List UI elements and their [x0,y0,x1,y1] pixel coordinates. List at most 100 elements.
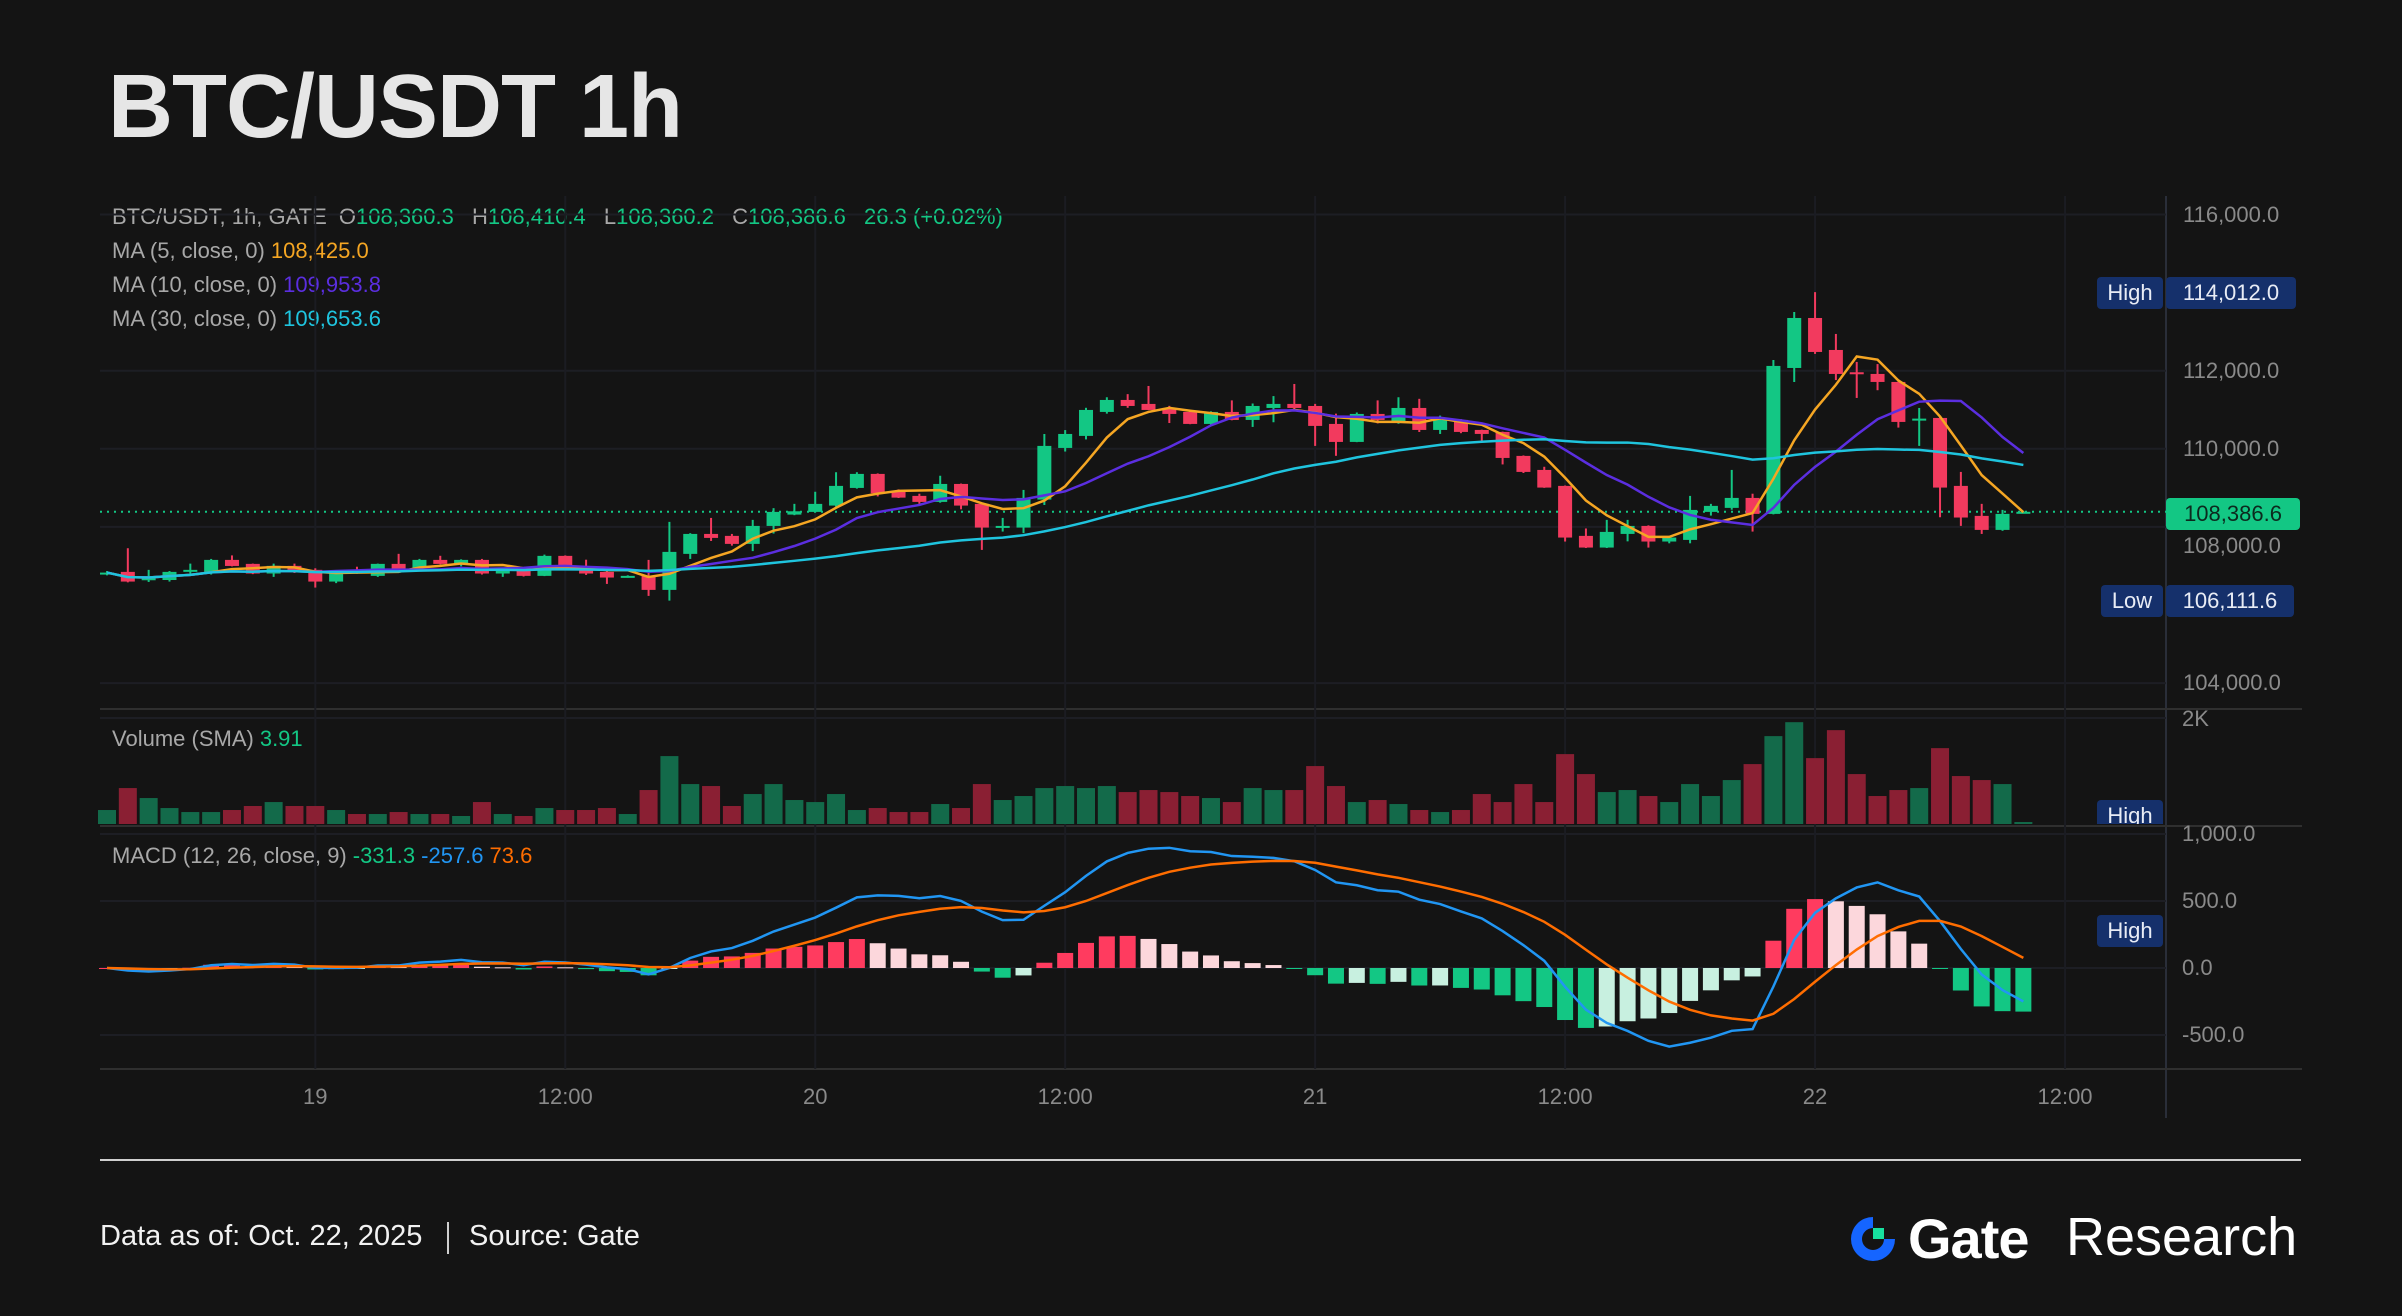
macd-histogram-bar [536,966,553,968]
candle-body [308,569,323,582]
macd-tick-label: 0.0 [2182,955,2213,980]
candle-body [1099,399,1114,412]
macd-histogram-bar [848,939,865,968]
candle-body [1745,497,1760,514]
macd-histogram-bar [723,956,740,968]
macd-hist-value: -331.3 [352,843,416,868]
volume-bar [1597,792,1616,824]
macd-histogram-bar [1223,961,1240,968]
macd-histogram-bar [1057,952,1074,968]
volume-bar [722,806,741,824]
candle-body [391,563,406,570]
volume-bar [1410,810,1429,824]
candle-body [1766,365,1781,514]
macd-histogram-bar [1494,968,1511,996]
footer-separator [447,1222,449,1254]
volume-bar [1222,802,1241,824]
candle-body [808,503,823,512]
volume-bar [910,812,929,824]
candle-body [724,535,739,544]
ma5-label: MA (5, close, 0) [112,238,265,263]
macd-histogram-bar [1140,938,1157,968]
price-tick-label: 116,000.0 [2183,201,2280,227]
candle-body [224,559,239,566]
volume-bar [1576,774,1595,824]
open-value: O108,360.3 [339,204,460,229]
price-tick-label: 108,000.0 [2183,533,2281,558]
candle-body [2016,511,2031,514]
volume-bar [597,808,616,824]
macd-histogram-bar [953,961,970,968]
high-label: H [472,204,488,229]
macd-histogram-bar [1036,962,1053,968]
volume-bar [1993,784,2012,824]
candle-body [766,511,781,526]
volume-bar [1493,802,1512,824]
price-tick-label: 110,000.0 [2183,435,2280,461]
low-marker-value: 106,111.6 [2166,585,2294,617]
close-number: 108,386.6 [748,204,846,229]
volume-bar [1764,736,1783,824]
candle-body [829,485,844,506]
volume-bar [806,802,825,824]
volume-bar [410,814,429,824]
candle-body [1953,485,1968,518]
macd-histogram-bar [640,968,657,976]
volume-bar [1347,802,1366,824]
volume-bar [847,810,866,824]
volume-bar [743,794,762,824]
macd-histogram-bar [1577,968,1594,1028]
macd-histogram-bar [1432,968,1449,986]
macd-histogram-bar [1765,940,1782,968]
macd-signal-value: 73.6 [489,843,533,868]
volume-bar [764,784,783,824]
change-value: 26.3 (+0.02%) [864,204,1003,229]
macd-histogram-bar [786,946,803,968]
volume-bar [285,806,304,824]
macd-histogram-bar [1827,901,1844,968]
ma30-value: 109,653.6 [283,306,381,331]
macd-histogram-bar [1348,968,1365,983]
macd-histogram-bar [557,967,574,969]
logo-research-text: Research [2066,1207,2298,1267]
candle-body [287,565,302,572]
volume-bar [660,756,679,824]
ma30-line [106,437,2024,579]
candle-body [183,569,198,572]
macd-histogram-bar [932,955,949,968]
ma5-legend: MA (5, close, 0) 108,425.0 [112,238,375,264]
candle-body [641,575,656,590]
volume-bar [1160,792,1179,824]
volume-high-label: High [2097,800,2163,824]
volume-bar [98,810,116,824]
volume-bar [181,812,200,824]
volume-bar [1431,812,1450,824]
ma5-line [106,355,2025,579]
candle-body [1808,317,1823,352]
macd-histogram-bar [1682,968,1699,1001]
ma10-value: 109,953.8 [283,272,381,297]
macd-histogram-bar [1598,968,1615,1027]
time-tick-label: 22 [1802,1084,1828,1109]
candle-body [787,511,802,515]
candle-body [870,473,885,494]
price-tick-label: 104,000.0 [2183,670,2281,696]
candle-body [1974,515,1989,530]
page-title: BTC/USDT 1h [108,57,683,157]
volume-bar [618,814,637,824]
candle-body [1141,403,1156,410]
macd-histogram-bar [828,942,845,968]
candle-body [329,571,344,582]
price-tick-label: 112,000.0 [2183,357,2280,383]
volume-bar [1847,774,1866,824]
macd-histogram-bar [1536,968,1553,1008]
volume-bar [1826,730,1845,824]
time-tick-label: 12:00 [1037,1084,1093,1109]
volume-bar [1368,800,1387,824]
macd-histogram-bar [1244,963,1261,968]
low-value: L108,360.2 [604,204,720,229]
macd-histogram-bar [1182,951,1199,968]
macd-histogram-bar [973,968,990,972]
volume-bar [472,802,491,824]
